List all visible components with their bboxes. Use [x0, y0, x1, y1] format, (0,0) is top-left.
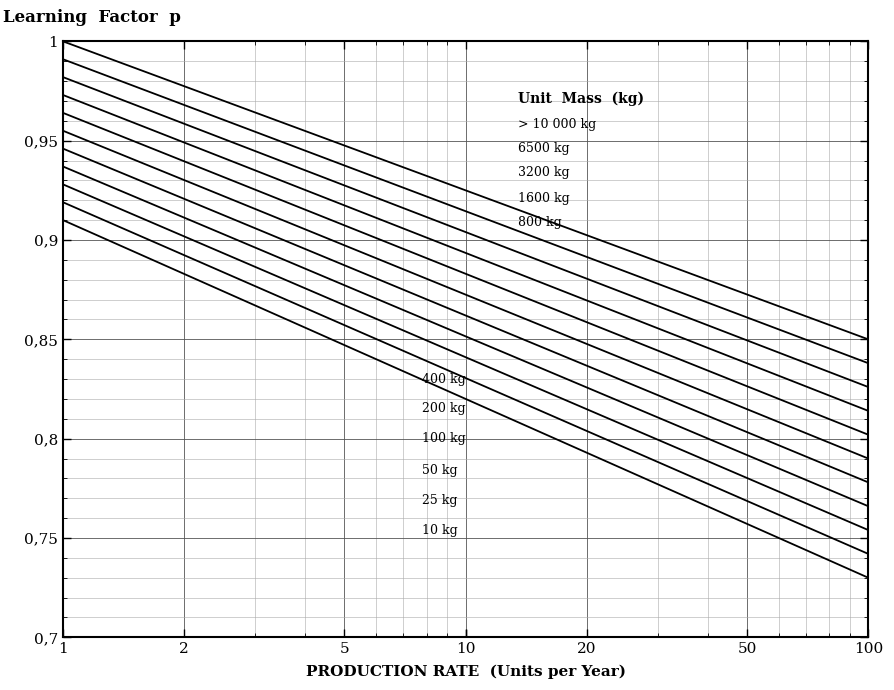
Text: 100 kg: 100 kg: [422, 432, 466, 445]
Text: 1600 kg: 1600 kg: [519, 192, 569, 205]
X-axis label: PRODUCTION RATE  (Units per Year): PRODUCTION RATE (Units per Year): [306, 664, 626, 679]
Text: 800 kg: 800 kg: [519, 216, 562, 228]
Text: 6500 kg: 6500 kg: [519, 142, 569, 155]
Text: 3200 kg: 3200 kg: [519, 166, 569, 179]
Text: > 10 000 kg: > 10 000 kg: [519, 118, 596, 131]
Text: 400 kg: 400 kg: [422, 373, 466, 386]
Text: Learning  Factor  p: Learning Factor p: [3, 10, 181, 26]
Text: 50 kg: 50 kg: [422, 464, 458, 477]
Text: 10 kg: 10 kg: [422, 524, 458, 537]
Text: 200 kg: 200 kg: [422, 402, 466, 415]
Text: 25 kg: 25 kg: [422, 494, 458, 506]
Text: Unit  Mass  (kg): Unit Mass (kg): [519, 92, 645, 106]
